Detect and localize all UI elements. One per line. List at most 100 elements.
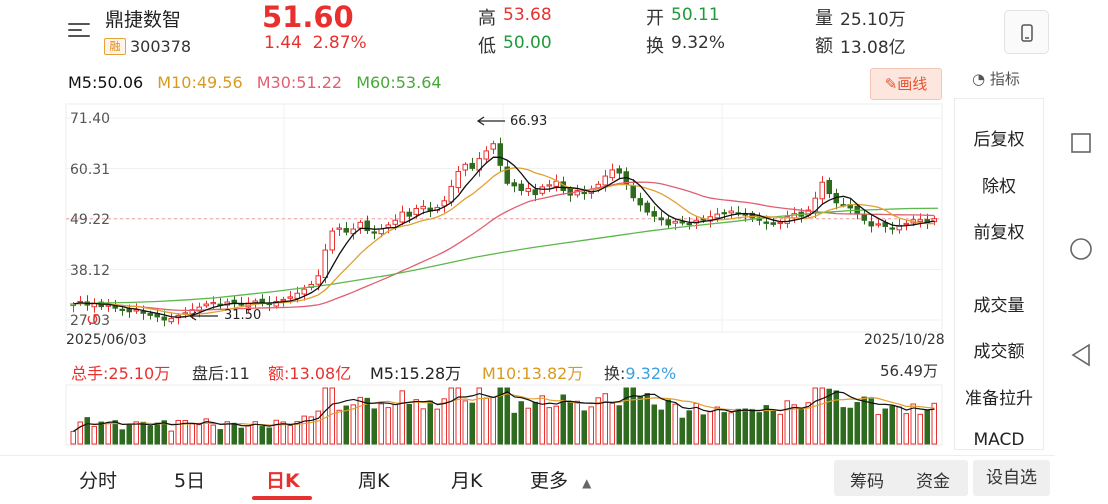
candle <box>763 221 769 224</box>
tab-intraday[interactable]: 分时 <box>79 470 118 492</box>
candle <box>161 316 167 321</box>
volume-bar <box>392 404 398 445</box>
home-icon[interactable] <box>1070 238 1092 260</box>
volume-bar <box>413 399 419 445</box>
volume-bar <box>630 387 636 445</box>
volume-bar <box>147 425 153 445</box>
turnover-value: 9.32% <box>671 33 726 53</box>
landscape-button[interactable] <box>1004 10 1049 54</box>
volume-bar <box>798 409 804 445</box>
stock-name: 鼎捷数智 <box>105 9 182 31</box>
candle <box>917 219 923 223</box>
volume-bar <box>301 415 307 445</box>
volume-bar <box>742 408 748 445</box>
candle <box>497 143 503 166</box>
candle <box>420 205 426 210</box>
side-item-post-adjust[interactable]: 后复权 <box>973 130 1025 150</box>
candle <box>875 223 881 226</box>
volume-bar <box>763 405 769 445</box>
volume-bar <box>679 417 685 445</box>
volume-bar <box>371 408 377 445</box>
candle <box>868 221 874 227</box>
volume-bar <box>119 429 125 445</box>
side-item-volume[interactable]: 成交量 <box>973 296 1025 316</box>
candle <box>539 186 545 194</box>
candle <box>119 308 125 311</box>
recent-apps-icon[interactable] <box>1071 133 1091 153</box>
volume-bar <box>903 413 909 445</box>
volume-bar <box>651 404 657 445</box>
indicator-button[interactable]: ◔ 指标 <box>972 68 1020 89</box>
add-favorite-button[interactable]: 设自选 <box>973 460 1050 496</box>
volume-bar <box>161 420 167 445</box>
side-item-macd[interactable]: MACD <box>973 430 1025 450</box>
candle <box>504 166 510 184</box>
volume-bar <box>245 425 251 445</box>
volume-bar <box>385 407 391 445</box>
volume-turnover-value: 9.32% <box>625 364 677 383</box>
volume-bar <box>553 405 559 445</box>
end-date: 2025/10/28 <box>864 332 945 348</box>
volume-bar <box>854 402 860 445</box>
amount-value: 13.08亿 <box>840 38 906 58</box>
volume-amount: 额:13.08亿 <box>268 364 352 383</box>
volume-bar <box>294 421 300 445</box>
candle <box>602 175 608 186</box>
candle <box>329 230 335 251</box>
volume-ma5-line <box>73 391 935 432</box>
tab-more[interactable]: 更多 ▲ <box>530 466 591 493</box>
volume-bars <box>70 387 937 445</box>
side-item-ready-rise[interactable]: 准备拉升 <box>965 389 1033 409</box>
draw-line-button[interactable]: ✎画线 <box>870 68 942 100</box>
volume-bar <box>546 407 552 445</box>
volume-bar <box>273 419 279 445</box>
menu-icon[interactable] <box>68 22 90 38</box>
candle <box>658 217 664 221</box>
tab-daily-k[interactable]: 日K <box>266 470 300 492</box>
volume-bar <box>714 406 720 445</box>
tab-weekly-k[interactable]: 周K <box>358 470 390 492</box>
tab-5day[interactable]: 5日 <box>174 470 206 492</box>
back-icon[interactable] <box>1071 343 1090 367</box>
open-value: 50.11 <box>671 5 720 25</box>
volume-bar <box>399 390 405 445</box>
reset-icon[interactable]: ↺ <box>86 310 100 329</box>
volume-bar <box>357 396 363 445</box>
ma30-line <box>73 181 935 312</box>
candle <box>203 303 209 307</box>
candle <box>147 313 153 316</box>
volume-ma-lines <box>73 391 935 432</box>
price-change: 1.44 2.87% <box>264 33 367 53</box>
volume-bar <box>112 420 118 445</box>
current-price: 51.60 <box>262 0 354 34</box>
candle <box>686 223 692 226</box>
funds-button[interactable]: 资金 <box>916 472 950 492</box>
min-price-note: 31.50 <box>224 308 262 323</box>
chips-button[interactable]: 筹码 <box>850 472 884 492</box>
candle <box>294 292 300 299</box>
candle <box>322 249 328 279</box>
side-item-pre-adjust[interactable]: 前复权 <box>973 223 1025 243</box>
volume-bar <box>910 403 916 445</box>
side-item-ex-rights[interactable]: 除权 <box>982 177 1016 197</box>
start-date: 2025/06/03 <box>66 332 147 348</box>
candle <box>343 228 349 233</box>
volume-bar <box>728 412 734 445</box>
volume-bar <box>483 397 489 445</box>
candle <box>196 306 202 312</box>
ma10-legend: M10:49.56 <box>157 73 243 92</box>
high-label: 高 <box>478 8 496 29</box>
volume-bar <box>70 430 76 445</box>
volume-bar <box>476 387 482 445</box>
volume-bar <box>812 387 818 445</box>
candle <box>861 214 867 221</box>
tab-monthly-k[interactable]: 月K <box>451 470 483 492</box>
volume-bar <box>693 402 699 445</box>
volume-bar <box>322 387 328 445</box>
volume-ma5: M5:15.28万 <box>370 364 462 383</box>
ma5-line <box>73 156 935 318</box>
volume-bar <box>287 425 293 445</box>
side-item-amount[interactable]: 成交额 <box>973 342 1025 362</box>
volume-bar <box>567 401 573 445</box>
